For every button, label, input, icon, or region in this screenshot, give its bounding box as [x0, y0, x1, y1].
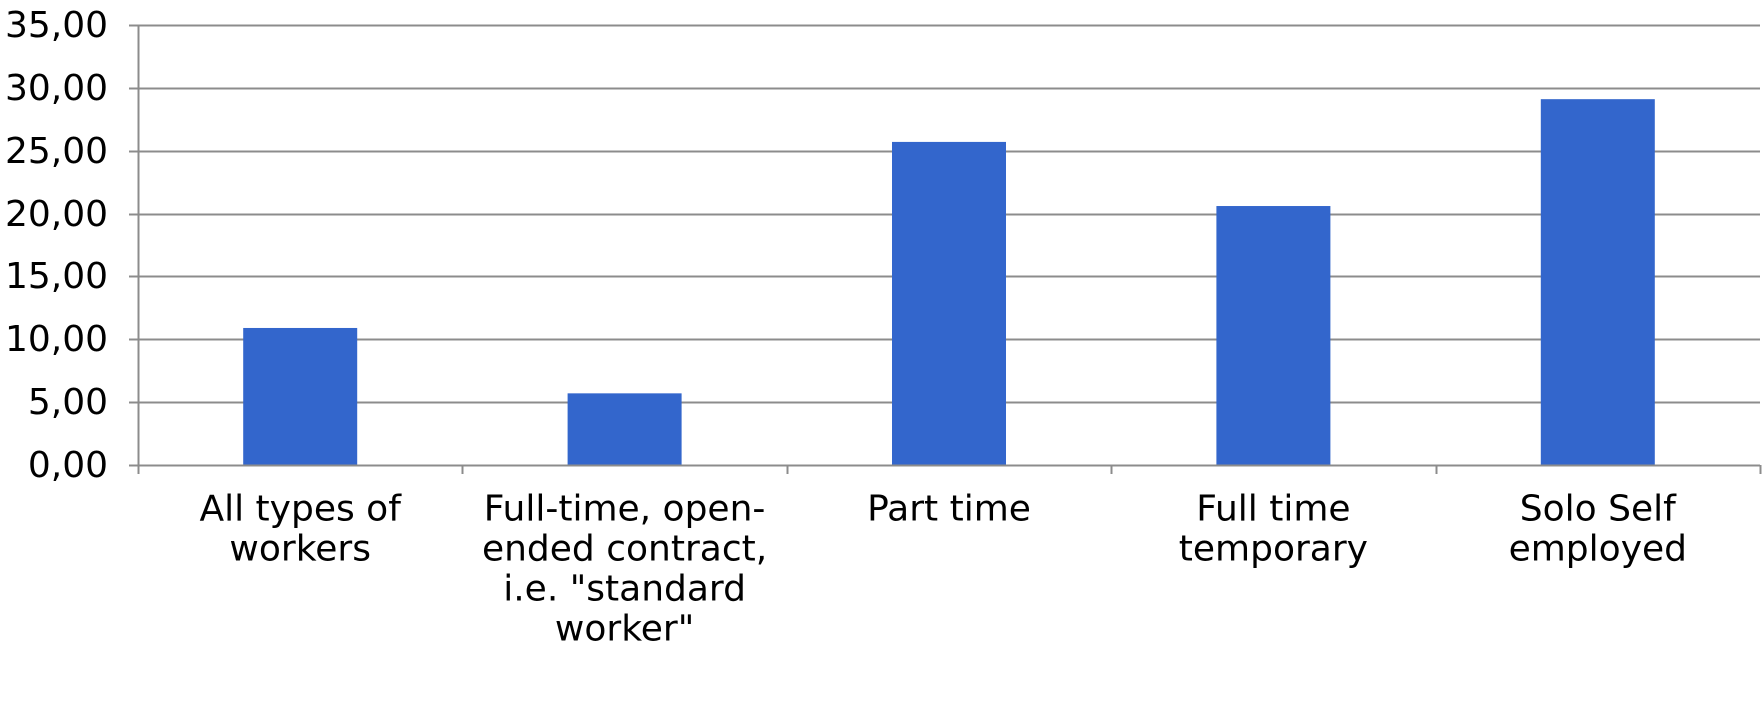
x-category-label: i.e. "standard — [503, 569, 746, 610]
x-category-label: All types of — [199, 489, 402, 530]
bar — [567, 393, 682, 465]
y-tick-labels: 0,00 5,00 10,00 15,00 20,00 25,00 30,00 35,00 — [5, 5, 108, 486]
x-category-label: Part time — [867, 489, 1031, 530]
x-category-label: temporary — [1179, 529, 1368, 570]
y-tick-label: 15,00 — [5, 256, 108, 297]
y-tick-label: 5,00 — [28, 382, 108, 423]
bar — [892, 141, 1006, 465]
y-tick-label: 0,00 — [28, 445, 108, 486]
axes — [129, 24, 1762, 474]
y-tick-label: 30,00 — [5, 68, 108, 109]
y-tick-label: 25,00 — [5, 131, 108, 172]
y-tick-label: 20,00 — [5, 194, 108, 235]
bars — [243, 99, 1655, 466]
y-tick-label: 35,00 — [5, 5, 108, 46]
y-tick-label: 10,00 — [5, 319, 108, 360]
x-category-label: Full-time, open- — [484, 489, 766, 530]
bar — [1216, 206, 1331, 465]
bar — [1540, 99, 1655, 466]
bar — [243, 327, 358, 465]
x-category-label: Full time — [1196, 489, 1350, 530]
x-category-label: worker" — [555, 609, 694, 650]
x-category-label: ended contract, — [482, 529, 767, 570]
x-category-label: workers — [229, 529, 371, 570]
x-category-label: Solo Self — [1520, 489, 1677, 530]
x-category-label: employed — [1509, 529, 1687, 570]
